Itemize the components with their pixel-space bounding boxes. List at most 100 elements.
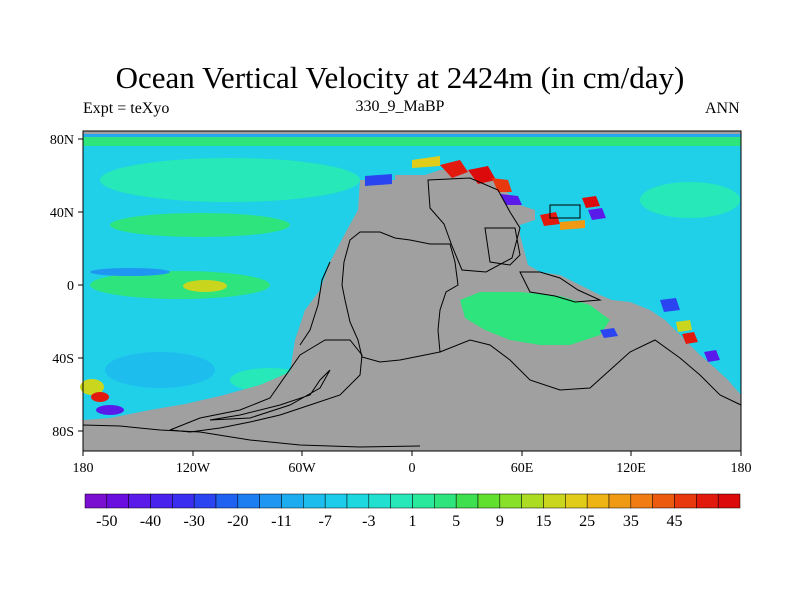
colorbar-label: 9 xyxy=(496,513,504,530)
colorbar-label: -3 xyxy=(362,513,375,530)
colorbar-swatch xyxy=(477,493,501,509)
hotspot-red-5 xyxy=(582,196,600,208)
coastlines xyxy=(82,177,742,448)
colorbar-label: -30 xyxy=(184,513,205,530)
colorbar-swatch xyxy=(696,493,719,509)
colorbar-swatch xyxy=(84,493,108,509)
colorbar-swatch xyxy=(455,493,479,509)
hotspot-purple-3 xyxy=(704,350,720,362)
arctic-strip xyxy=(83,131,741,136)
hotspot-red-3 xyxy=(492,178,512,192)
colorbar-label: 35 xyxy=(623,513,639,530)
colorbar-label: -11 xyxy=(271,513,292,530)
north-atlantic-green-zone xyxy=(640,182,740,218)
x-tick-label: 180 xyxy=(731,461,752,476)
coastline-east-block xyxy=(484,227,521,266)
north-pacific-green-zone-2 xyxy=(110,213,290,237)
colorbar-labels: -50 -40 -30 -20 -11 -7 -3 1 5 9 15 25 35 45 xyxy=(96,513,682,530)
arctic-dots xyxy=(83,134,741,137)
y-tick-label: 0 xyxy=(67,279,74,294)
tethys-sea xyxy=(460,292,610,345)
x-tick-label: 120E xyxy=(616,461,646,476)
coastline-laurasia xyxy=(341,231,459,363)
coastline-australia xyxy=(439,339,742,406)
coastline-asia-block xyxy=(519,271,602,303)
hotspot-blue-1 xyxy=(365,174,392,186)
colorbar-swatch xyxy=(434,493,457,509)
y-tick-label: 40N xyxy=(50,206,74,221)
hotspot-orange-1 xyxy=(560,220,585,230)
coastline-gondwana xyxy=(169,339,363,433)
hotspot-red-2 xyxy=(468,166,496,184)
colorbar-swatch xyxy=(390,493,413,509)
hotspot-purple-2 xyxy=(588,208,606,220)
colorbar-label: -40 xyxy=(140,513,161,530)
map-title: Ocean Vertical Velocity at 2424m (in cm/… xyxy=(115,60,685,95)
colorbar-label: 45 xyxy=(667,513,683,530)
colorbar-swatch xyxy=(608,493,632,509)
coastline-iberia xyxy=(549,204,581,219)
hotspot-blue-2 xyxy=(660,298,680,312)
colorbar-label: 15 xyxy=(536,513,552,530)
colorbar-swatch xyxy=(368,493,391,509)
hotspot-purple-1 xyxy=(500,194,522,205)
coastline-north-block xyxy=(427,177,521,273)
colorbar-swatch xyxy=(412,493,435,509)
colorbar-label: 5 xyxy=(452,513,460,530)
colorbar-swatch xyxy=(499,493,522,509)
colorbar-swatch xyxy=(172,493,195,509)
colorbar-swatch xyxy=(521,493,544,509)
colorbar-swatch xyxy=(193,493,217,509)
experiment-label: Expt = teXyo xyxy=(83,100,170,117)
x-tick-label: 60E xyxy=(511,461,534,476)
colorbar-swatch xyxy=(281,493,304,509)
colorbar-label: -50 xyxy=(96,513,117,530)
x-tick-labels: 180 120W 60W 0 60E 120E 180 xyxy=(73,461,752,476)
colorbar-swatch xyxy=(106,493,129,509)
hotspot-yellow-2 xyxy=(676,320,692,332)
hotspot-red-6 xyxy=(682,332,698,344)
colorbar-label: -7 xyxy=(319,513,332,530)
colorbar xyxy=(84,493,741,509)
x-tick-label: 180 xyxy=(73,461,94,476)
coastline-south-pole xyxy=(82,424,421,448)
south-pacific-blue-zone xyxy=(105,352,215,388)
season-label: ANN xyxy=(705,100,740,117)
colorbar-swatch xyxy=(630,493,653,509)
coastline-central-lines xyxy=(299,261,331,346)
hotspot-yellow-1 xyxy=(412,156,440,168)
map-ticks xyxy=(78,138,742,456)
colorbar-swatch xyxy=(674,493,697,509)
colorbar-label: -20 xyxy=(227,513,248,530)
hotspot-red-1 xyxy=(440,160,468,178)
equatorial-yellow-zone xyxy=(183,280,227,292)
colorbar-swatch xyxy=(717,493,741,509)
y-tick-labels: 80N 40N 0 40S 80S xyxy=(50,133,74,440)
colorbar-swatch xyxy=(128,493,151,509)
equatorial-green-zone xyxy=(90,271,270,299)
y-tick-label: 40S xyxy=(52,352,74,367)
colorbar-swatch xyxy=(259,493,282,509)
north-pacific-green-zone xyxy=(100,158,360,202)
equatorial-blue-zone xyxy=(90,268,170,276)
map-panel xyxy=(80,130,742,452)
coastal-hotspots xyxy=(365,156,720,362)
y-tick-label: 80S xyxy=(52,425,74,440)
x-tick-label: 0 xyxy=(409,461,416,476)
hotspot-red-4 xyxy=(540,212,560,226)
colorbar-swatch xyxy=(150,493,173,509)
south-yellow-spot xyxy=(80,379,104,395)
colorbar-swatch xyxy=(346,493,370,509)
colorbar-swatch xyxy=(215,493,239,509)
south-purple-spot xyxy=(96,405,124,415)
coastline-antarctic-1 xyxy=(209,369,331,421)
arctic-band xyxy=(83,136,741,146)
y-tick-label: 80N xyxy=(50,133,74,148)
x-tick-label: 120W xyxy=(176,461,211,476)
colorbar-label: 25 xyxy=(579,513,595,530)
colorbar-swatch xyxy=(237,493,260,509)
colorbar-swatch xyxy=(586,493,610,509)
colorbar-swatch xyxy=(324,493,348,509)
colorbar-label: 1 xyxy=(409,513,417,530)
